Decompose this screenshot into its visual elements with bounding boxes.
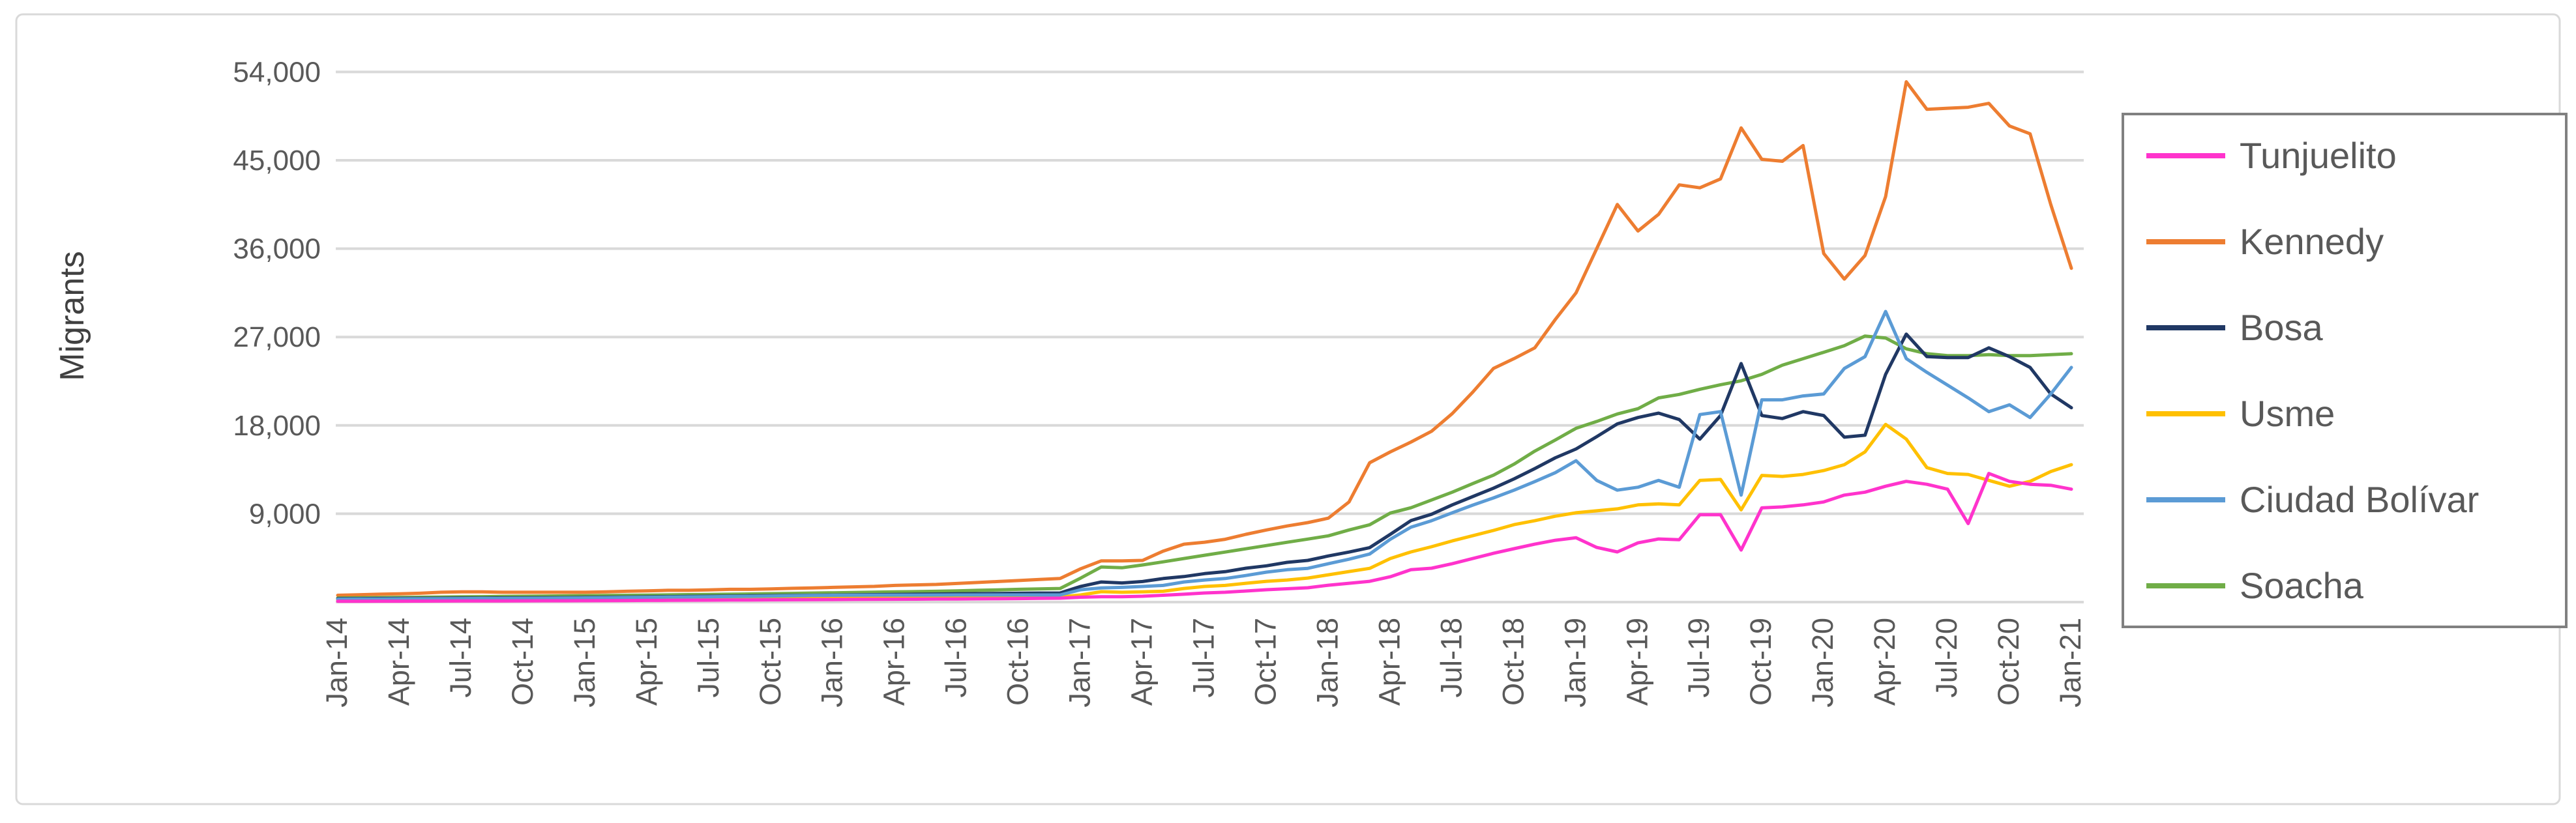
legend-label: Soacha <box>2240 565 2364 606</box>
gridlines <box>336 70 2084 603</box>
x-tick-label: Oct-20 <box>1992 618 2025 706</box>
x-tick-label: Oct-17 <box>1249 618 1282 706</box>
x-tick-label: Jul-14 <box>444 618 477 698</box>
x-tick-label: Apr-16 <box>878 618 911 706</box>
x-tick-label: Jan-14 <box>320 618 353 708</box>
legend-item-kennedy: Kennedy <box>2146 221 2384 262</box>
series-line-soacha <box>336 334 2073 600</box>
x-tick-label: Apr-14 <box>382 618 415 706</box>
x-tick-label: Jul-17 <box>1187 618 1221 698</box>
x-tick-label: Jul-20 <box>1930 618 1963 698</box>
x-tick-label: Jan-20 <box>1806 618 1839 708</box>
y-axis-title: Migrants <box>53 251 91 381</box>
x-tick-label: Apr-17 <box>1125 618 1159 706</box>
x-tick-label: Oct-16 <box>1001 618 1035 706</box>
legend-label: Tunjuelito <box>2240 135 2397 176</box>
series-line-kennedy <box>336 80 2073 597</box>
legend-item-soacha: Soacha <box>2146 565 2364 606</box>
legend-label: Ciudad Bolívar <box>2240 479 2479 520</box>
legend-item-ciudad-bolívar: Ciudad Bolívar <box>2146 479 2479 520</box>
legend-item-usme: Usme <box>2146 393 2335 434</box>
x-tick-label: Oct-19 <box>1744 618 1777 706</box>
x-tick-label: Jan-18 <box>1310 618 1344 708</box>
x-tick-label: Oct-14 <box>506 618 539 706</box>
x-tick-label: Oct-18 <box>1496 618 1530 706</box>
x-tick-label: Apr-20 <box>1868 618 1901 706</box>
x-tick-label: Oct-15 <box>754 618 787 706</box>
series-lines <box>336 80 2073 603</box>
y-tick-label: 36,000 <box>233 233 321 265</box>
y-tick-label: 27,000 <box>233 321 321 353</box>
x-tick-label: Apr-19 <box>1620 618 1653 706</box>
x-tick-label: Jan-19 <box>1558 618 1591 708</box>
legend-label: Usme <box>2240 393 2335 434</box>
legend-label: Kennedy <box>2240 221 2384 262</box>
legend-item-bosa: Bosa <box>2146 307 2323 348</box>
y-tick-label: 45,000 <box>233 145 321 177</box>
y-tick-label: 18,000 <box>233 410 321 442</box>
x-tick-label: Jul-19 <box>1682 618 1715 698</box>
x-tick-label: Jul-18 <box>1434 618 1468 698</box>
x-tick-label: Jul-16 <box>940 618 973 698</box>
x-tick-label: Jan-17 <box>1063 618 1097 708</box>
legend-label: Bosa <box>2240 307 2323 348</box>
x-tick-label: Jan-21 <box>2054 618 2087 708</box>
legend: Tunjuelito Kennedy Bosa Usme Ciudad Bolívar S… <box>2122 113 2568 628</box>
x-tick-label: Apr-15 <box>630 618 663 706</box>
x-axis-tick-labels: Jan-14 Apr-14 Jul-14 Oct-14 Jan-15 Apr-15 Jul-… <box>320 618 2087 708</box>
x-tick-label: Jan-16 <box>816 618 849 708</box>
series-line-ciudad-bolívar <box>336 310 2073 601</box>
x-tick-label: Jul-15 <box>692 618 725 698</box>
legend-box <box>2122 113 2568 628</box>
y-axis-tick-labels: 9,000 18,000 27,000 36,000 45,000 54,000 <box>233 56 321 530</box>
x-tick-label: Jan-15 <box>568 618 601 708</box>
legend-item-tunjuelito: Tunjuelito <box>2146 135 2397 176</box>
y-tick-label: 9,000 <box>249 498 321 530</box>
x-tick-label: Apr-18 <box>1372 618 1406 706</box>
y-tick-label: 54,000 <box>233 56 321 88</box>
series-line-tunjuelito <box>336 472 2073 603</box>
